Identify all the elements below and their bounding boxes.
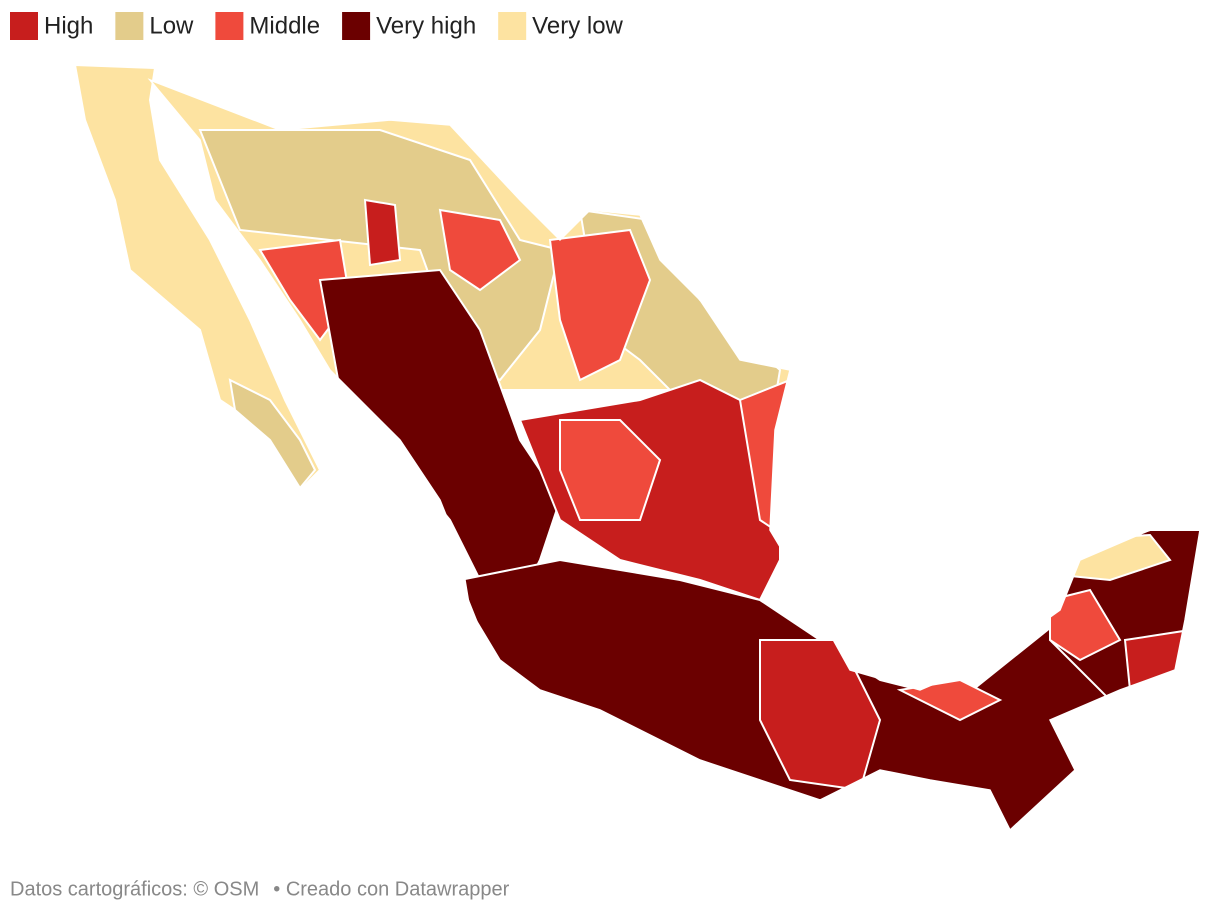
baja-south	[228, 378, 317, 490]
tabasco-middle	[896, 678, 1003, 722]
footer-made-with: • Creado con Datawrapper	[273, 878, 509, 900]
legend-swatch	[498, 12, 527, 40]
legend-label: Middle	[249, 12, 320, 39]
baja-peninsula	[73, 63, 322, 492]
campeche-middle	[1049, 588, 1122, 662]
qroo-high	[1123, 628, 1192, 692]
map	[73, 63, 1201, 832]
central-middle	[559, 419, 662, 521]
legend-label: Low	[149, 12, 194, 39]
legend: High Low Middle Very high Very low	[10, 12, 624, 40]
legend-swatch	[215, 12, 244, 40]
legend-label: Very high	[376, 12, 476, 39]
legend-swatch	[10, 12, 38, 40]
legend-label: High	[44, 12, 93, 39]
chihuahua-middle	[438, 208, 522, 292]
legend-swatch	[115, 12, 144, 40]
northeast-middle	[548, 228, 652, 382]
mainland-outline	[147, 78, 1201, 832]
footer-credit: Datos cartográficos: © OSM	[10, 878, 259, 900]
legend-swatch	[342, 12, 371, 40]
legend-label: Very low	[532, 12, 623, 39]
chihuahua-high	[363, 198, 402, 267]
